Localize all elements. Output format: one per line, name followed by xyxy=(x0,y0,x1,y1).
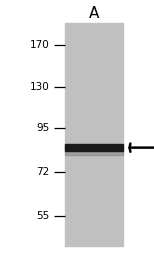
Bar xyxy=(65,145,123,151)
Text: 72: 72 xyxy=(36,167,49,177)
Bar xyxy=(65,23,123,246)
Bar xyxy=(65,151,123,155)
Text: 95: 95 xyxy=(36,123,49,133)
Text: A: A xyxy=(89,6,99,21)
Text: 55: 55 xyxy=(36,211,49,221)
Text: 170: 170 xyxy=(30,40,49,50)
Text: 130: 130 xyxy=(30,82,49,92)
